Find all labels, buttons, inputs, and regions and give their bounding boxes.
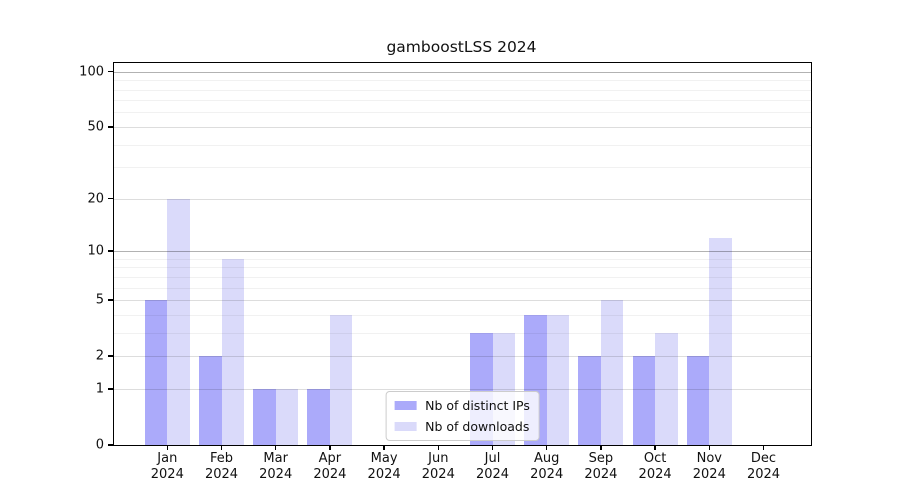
x-tick-label-aug: Aug 2024 (530, 451, 564, 483)
y-tick-mark (108, 444, 113, 446)
x-tick-mark (600, 445, 602, 450)
gridline-y-70 (114, 100, 811, 102)
gridline-y-60 (114, 112, 811, 114)
x-tick-mark (762, 445, 765, 450)
gridline-y-100 (114, 71, 811, 73)
legend: Nb of distinct IPs Nb of downloads (385, 391, 540, 441)
legend-item-downloads: Nb of downloads (394, 419, 530, 434)
x-tick-label-may: May 2024 (367, 451, 401, 483)
gridline-y-10 (114, 251, 811, 252)
legend-swatch-downloads (394, 422, 417, 431)
bar-distinct-ips (199, 356, 222, 445)
x-tick-mark (546, 445, 548, 450)
gridline-y-3 (114, 332, 811, 334)
x-tick-mark (437, 445, 439, 450)
legend-swatch-distinct-ips (394, 401, 417, 410)
x-tick-label-jun: Jun 2024 (421, 451, 455, 483)
gridline-y-4 (114, 314, 811, 316)
bar-distinct-ips (686, 356, 710, 445)
x-tick-label-mar: Mar 2024 (259, 451, 293, 483)
bar-distinct-ips (144, 300, 168, 445)
y-tick-label: 50 (87, 119, 104, 135)
bar-distinct-ips (632, 356, 656, 445)
x-tick-label-jul: Jul 2024 (475, 451, 510, 483)
legend-label: Nb of distinct IPs (425, 398, 530, 413)
x-tick-mark (166, 445, 168, 450)
y-tick-label: 2 (95, 348, 104, 364)
y-tick-mark (108, 355, 113, 357)
legend-label: Nb of downloads (425, 419, 530, 434)
gridline-y-80 (114, 89, 811, 91)
y-tick-mark (108, 70, 113, 73)
bar-downloads (221, 258, 244, 445)
x-tick-label-feb: Feb 2024 (204, 451, 239, 483)
x-tick-label-oct: Oct 2024 (638, 451, 672, 483)
bar-downloads (275, 388, 299, 445)
y-tick-label: 20 (87, 191, 104, 207)
y-tick-label: 100 (79, 64, 104, 80)
legend-item-distinct-ips: Nb of distinct IPs (394, 398, 530, 413)
x-tick-mark (383, 445, 385, 450)
bar-distinct-ips (578, 356, 601, 445)
x-tick-label-nov: Nov 2024 (692, 451, 726, 483)
gridline-y-90 (114, 80, 811, 82)
y-tick-mark (108, 388, 113, 390)
y-tick-label: 10 (87, 243, 104, 259)
x-tick-mark (220, 445, 223, 450)
plot-area: Nb of distinct IPs Nb of downloads (113, 62, 812, 446)
gridline-y-20 (114, 198, 811, 200)
bar-downloads (546, 314, 570, 445)
bar-downloads (329, 314, 353, 445)
y-tick-label: 1 (95, 381, 104, 397)
x-tick-mark (654, 445, 656, 450)
gridline-y-5 (114, 300, 811, 301)
gridline-y-30 (114, 167, 811, 169)
bar-downloads (600, 300, 624, 445)
chart-title: gamboostLSS 2024 (386, 38, 537, 56)
y-tick-mark (108, 198, 113, 200)
x-tick-label-sep: Sep 2024 (584, 451, 618, 483)
gridline-y-7 (114, 276, 811, 278)
x-tick-label-apr: Apr 2024 (313, 451, 347, 483)
y-tick-label: 5 (95, 292, 104, 308)
x-tick-label-dec: Dec 2024 (746, 451, 781, 483)
x-tick-mark (329, 445, 331, 450)
gridline-y-9 (114, 258, 811, 260)
x-tick-mark (275, 445, 277, 450)
bar-downloads (167, 198, 190, 445)
y-tick-mark (108, 250, 113, 252)
x-tick-mark (708, 445, 710, 450)
bar-downloads (655, 332, 678, 445)
x-tick-mark (491, 445, 494, 450)
bar-downloads (709, 237, 732, 445)
gridline-y-40 (114, 144, 811, 146)
bar-distinct-ips (253, 388, 276, 445)
gridline-y-50 (114, 126, 811, 128)
bar-distinct-ips (307, 388, 330, 445)
y-tick-mark (108, 299, 113, 301)
gridline-y-6 (114, 287, 811, 289)
x-tick-label-jan: Jan 2024 (150, 451, 184, 483)
gridline-y-8 (114, 267, 811, 269)
y-tick-label: 0 (95, 437, 104, 453)
y-tick-mark (108, 126, 113, 128)
